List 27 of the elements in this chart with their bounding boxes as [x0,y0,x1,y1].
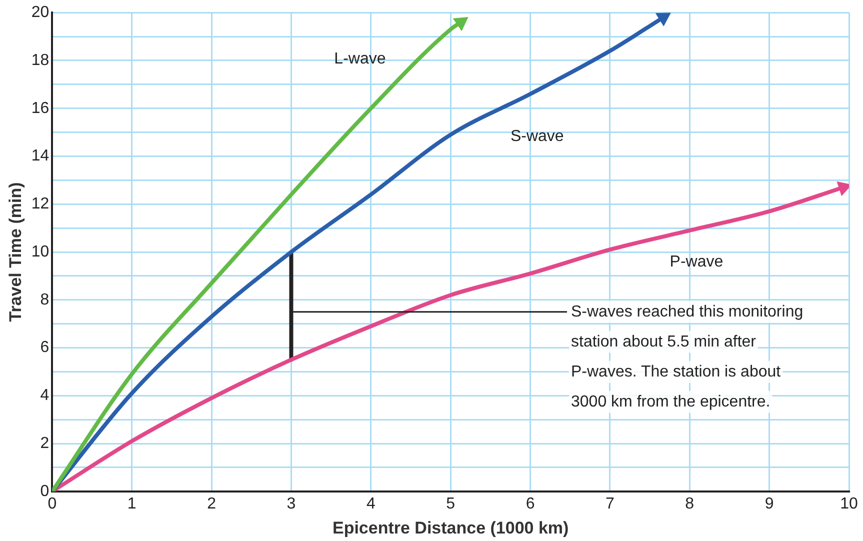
x-tick-label: 1 [127,495,136,512]
series-label: S-wave [510,128,564,145]
y-tick-label: 10 [31,243,50,260]
y-tick-label: 6 [40,339,50,356]
y-tick-label: 16 [31,100,50,117]
x-tick-label: 5 [446,495,456,512]
x-tick-label: 2 [207,495,216,512]
x-axis-title: Epicentre Distance (1000 km) [332,518,569,538]
series-label: P-wave [670,253,724,270]
x-tick-label: 3 [286,495,296,512]
y-tick-label: 0 [40,482,50,500]
x-tick-label: 6 [526,495,535,512]
y-tick-label: 2 [40,434,50,452]
annotation: S-waves reached this monitoring station about 5.5 min after P-waves. The station is about 3000 km from the epicentre. [571,303,804,410]
y-tick-label: 12 [31,196,50,213]
x-tick-label: 7 [606,495,615,512]
y-tick-label: 4 [40,387,50,404]
y-tick-label: 20 [31,4,50,22]
y-axis-title: Travel Time (min) [6,182,25,322]
y-tick-label: 14 [31,148,50,165]
x-tick-label: 10 [840,495,858,512]
x-tick-label: 4 [366,495,376,512]
y-tick-label: 18 [31,52,50,69]
x-tick-label: 8 [685,495,694,512]
series-label: L-wave [334,50,386,68]
x-tick-label: 9 [764,495,774,512]
y-tick-label: 8 [40,291,50,308]
